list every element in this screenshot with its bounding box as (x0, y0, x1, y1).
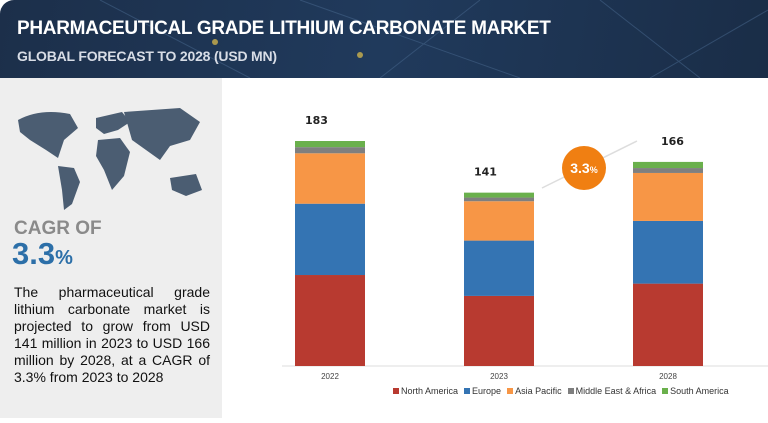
legend-label: Asia Pacific (515, 386, 562, 396)
legend-item: Asia Pacific (507, 386, 562, 396)
legend-item: North America (393, 386, 458, 396)
legend-swatch (464, 388, 471, 394)
legend-item: South America (662, 386, 729, 396)
page-subtitle: GLOBAL FORECAST TO 2028 (USD MN) (17, 48, 277, 64)
total-label-2028: 166 (661, 135, 684, 148)
bar-segment-north-america-2023 (464, 295, 534, 366)
legend-label: South America (670, 386, 729, 396)
cagr-badge (562, 146, 606, 190)
legend-label: North America (401, 386, 459, 396)
cagr-value: 3.3% (12, 236, 73, 271)
cagr-label: CAGR OF (14, 218, 102, 239)
total-label-2022: 183 (305, 114, 328, 127)
legend-item: Middle East & Africa (567, 386, 657, 396)
header-background-lines (99, 0, 768, 78)
market-description: The pharmaceutical grade lithium carbona… (14, 284, 210, 385)
x-tick-2023: 2023 (490, 372, 508, 381)
page-title: PHARMACEUTICAL GRADE LITHIUM CARBONATE M… (17, 18, 551, 39)
bar-segment-asia-pacific-2022 (295, 153, 365, 204)
legend-label: Europe (472, 386, 502, 396)
bar-segment-europe-2028 (633, 220, 703, 284)
bar-segment-europe-2022 (295, 203, 365, 276)
bar-segment-middle-east-africa-2028 (633, 168, 703, 173)
legend-item: Europe (464, 386, 501, 396)
legend-swatch (393, 388, 399, 394)
bar-segment-asia-pacific-2028 (633, 172, 703, 221)
header: PHARMACEUTICAL GRADE LITHIUM CARBONATE M… (0, 0, 768, 78)
summary-panel: CAGR OF 3.3% The pharmaceutical grade li… (0, 78, 222, 418)
bar-segment-middle-east-africa-2023 (464, 197, 534, 202)
bar-segment-south-america-2028 (633, 161, 703, 169)
legend-swatch (507, 388, 514, 394)
legend-swatch (567, 388, 574, 394)
bar-segment-north-america-2028 (633, 283, 703, 366)
chart-area: 183 2022 141 2023 166 2028 3.3% (222, 78, 768, 418)
bar-segment-south-america-2022 (295, 141, 365, 148)
x-tick-2028: 2028 (659, 372, 677, 381)
legend-swatch (662, 388, 669, 394)
bar-segment-europe-2023 (464, 240, 534, 296)
chart-legend: North America Europe Asia Pacific Middle Ea… (393, 386, 729, 396)
bar-segment-asia-pacific-2023 (464, 201, 534, 241)
bar-segment-south-america-2023 (464, 192, 534, 198)
total-label-2023: 141 (474, 166, 497, 179)
bar-segment-middle-east-africa-2022 (295, 147, 365, 154)
x-tick-2022: 2022 (321, 372, 339, 381)
bar-segment-north-america-2022 (295, 275, 365, 366)
world-map-icon (18, 108, 202, 210)
legend-label: Middle East & Africa (575, 386, 657, 396)
